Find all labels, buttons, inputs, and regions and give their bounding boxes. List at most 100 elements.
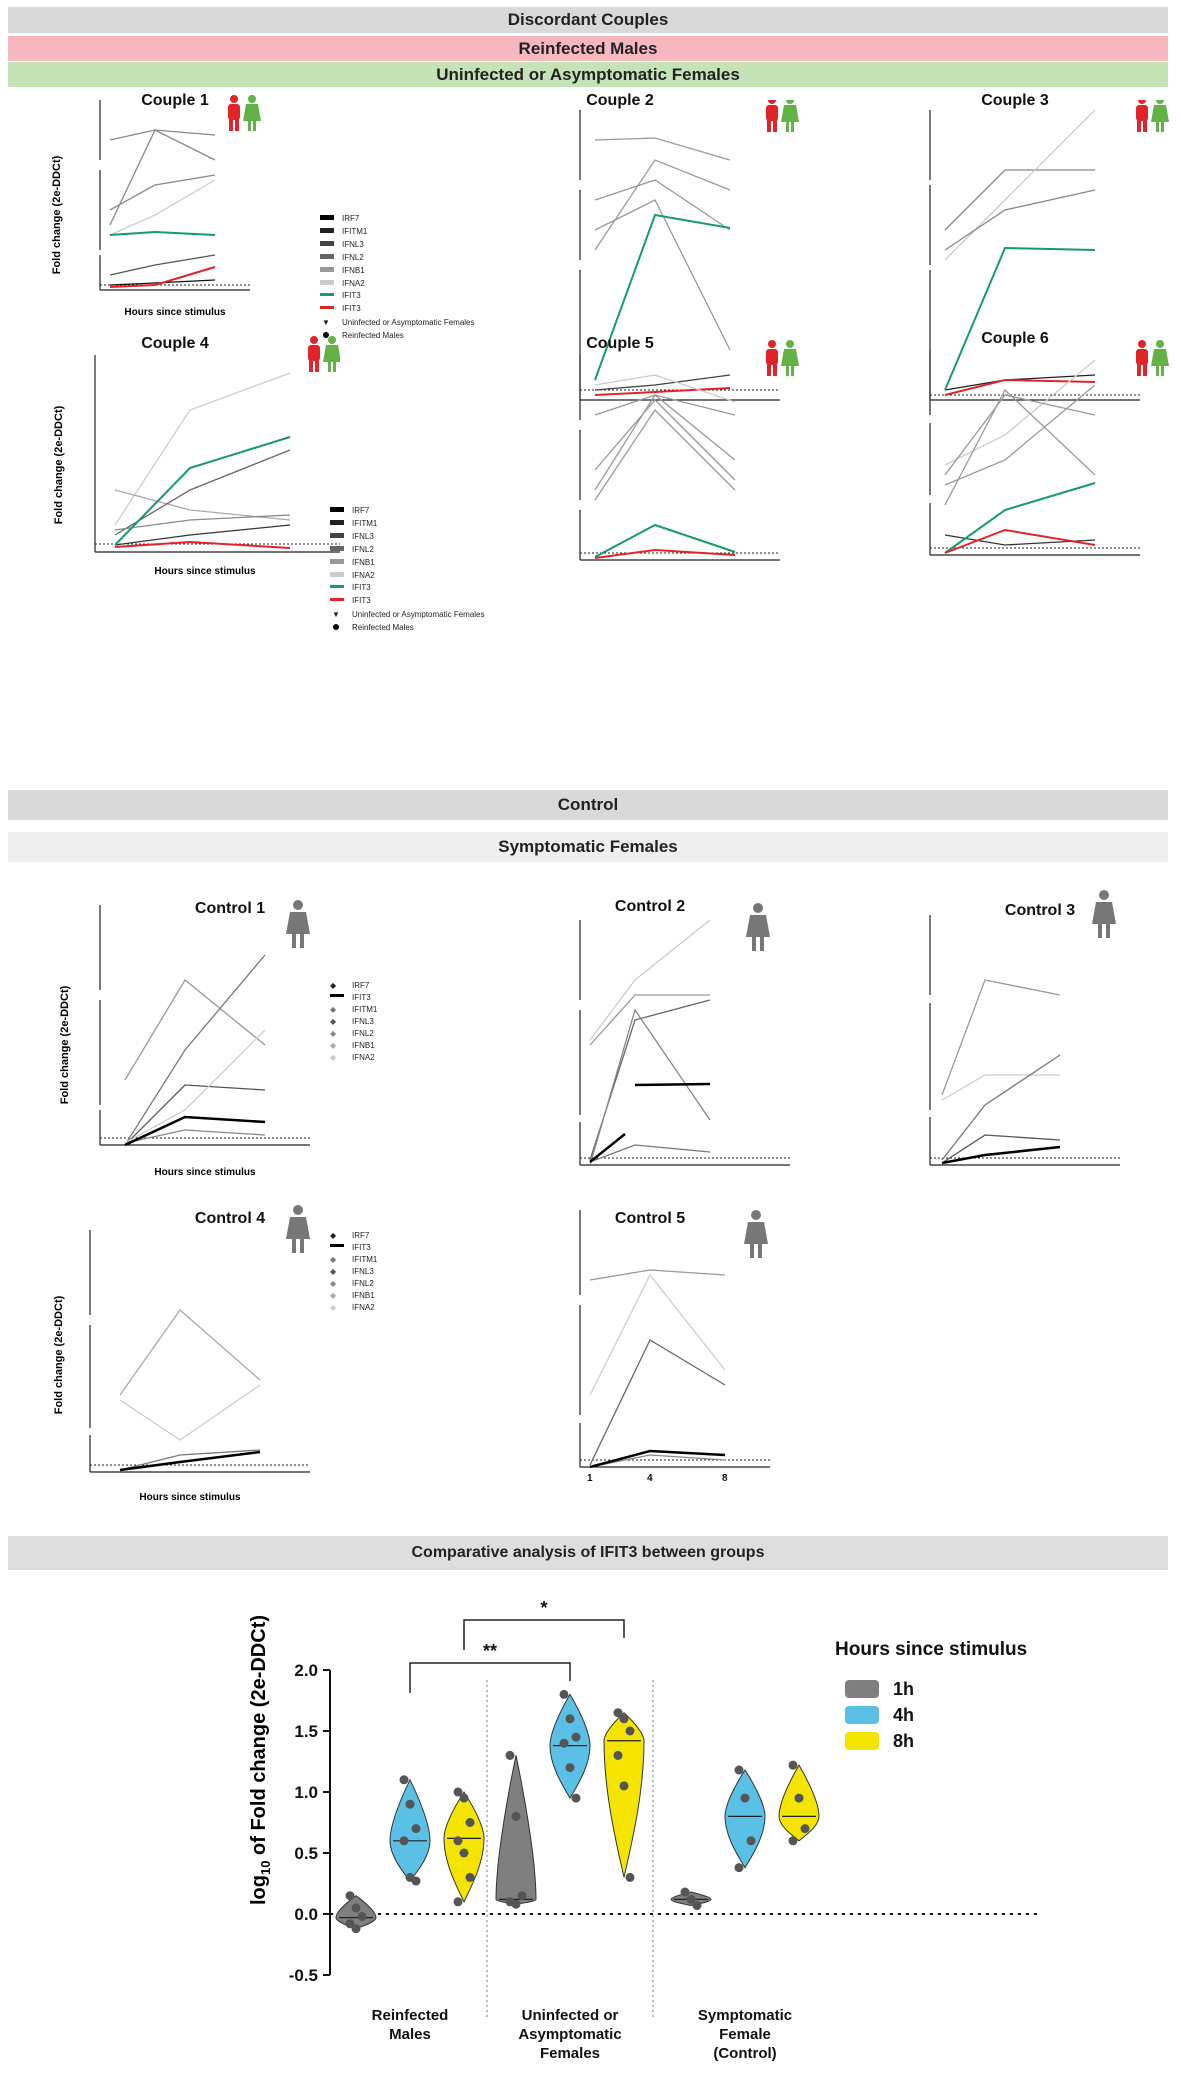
svg-text:◆: ◆ [330,1303,337,1312]
y-tick-label: -0.5 [289,1966,318,1985]
svg-text:IFIT3: IFIT3 [352,1243,371,1252]
ifit3-male-line [944,378,1096,396]
legend-label: 4h [893,1705,914,1725]
svg-text:IFNB1: IFNB1 [352,1291,375,1300]
control-1-chart: Fold change (2e-DDCt) Hours since stimul… [59,900,310,1178]
couple-2-title: Couple 2 [586,92,654,109]
x-tick-4: 4 [647,1473,653,1484]
significance-label: * [540,1598,547,1618]
svg-text:IFNB1: IFNB1 [342,266,365,275]
couple-6-title: Couple 6 [981,330,1049,347]
group-label: Reinfected [372,2007,449,2024]
ifit3-male-line [944,528,1096,554]
legend-swatch-1h [845,1680,879,1698]
violin-point [734,1863,744,1873]
legend-label: 1h [893,1679,914,1699]
couple-1-title: Couple 1 [141,92,209,109]
female-person-icon [746,903,770,951]
violin-point [565,1714,575,1724]
couple-pair-icon [766,100,799,132]
svg-text:IFNL3: IFNL3 [342,240,364,249]
band-comparative-analysis: Comparative analysis of IFIT3 between gr… [8,1536,1168,1570]
violin-point [559,1738,569,1748]
violin-point [453,1787,463,1797]
svg-text:IFNL3: IFNL3 [352,1017,374,1026]
svg-text:IRF7: IRF7 [352,1231,370,1240]
couple-4-chart: Fold change (2e-DDCt) Hours since stimul… [53,336,340,577]
group-label: Uninfected or [522,2007,619,2024]
violin-point [571,1793,581,1803]
violin-point [788,1836,798,1846]
violin-point [357,1911,367,1921]
svg-text:IFIT3: IFIT3 [352,583,371,592]
couple-5-title: Couple 5 [586,335,654,352]
control-3-chart [929,890,1120,1166]
ifit3-male-line [594,387,731,396]
band-reinfected-males: Reinfected Males [8,36,1168,61]
violin-point [345,1891,355,1901]
ifit3-line [124,1115,266,1147]
violin-plot-area: *** [330,1598,1040,2020]
violin-y-label: log10 of Fold change (2e-DDCt) [248,1615,273,1905]
violin-point [613,1708,623,1718]
band-discordant-couples: Discordant Couples [8,7,1168,33]
female-person-icon [744,1210,768,1258]
violin-point [692,1900,702,1910]
significance-bracket [463,1619,625,1650]
violin-8h [778,1764,820,1842]
ifit3-female-line [944,482,1096,554]
svg-text:IRF7: IRF7 [352,981,370,990]
violin-point [788,1760,798,1770]
control-2-chart [579,903,790,1166]
significance-label: ** [483,1641,497,1661]
svg-text:IFNA2: IFNA2 [342,279,365,288]
ifit3-line [941,1145,1061,1165]
legend-swatch-8h [845,1732,879,1750]
couple-6-chart [929,340,1169,556]
violin-point [613,1750,623,1760]
svg-text:IFNB1: IFNB1 [352,558,375,567]
control-5-chart: 1 4 8 [579,1210,770,1484]
violin-point [794,1793,804,1803]
ifit3-female-line [114,436,291,546]
svg-text:IFNA2: IFNA2 [352,571,375,580]
violin-point [453,1836,463,1846]
violin-point [680,1887,690,1897]
svg-text:◆: ◆ [330,1017,337,1026]
y-tick-label: 1.0 [294,1783,318,1802]
x-axis-label: Hours since stimulus [154,566,256,577]
violin-point [351,1903,361,1913]
violin-point [511,1899,521,1909]
violin-point [686,1894,696,1904]
ifit3-female-line [594,213,731,381]
couple-pair-icon [1136,340,1169,376]
violin-4h [389,1778,431,1882]
legend-a-2: IRF7 IFITM1 IFNL3 IFNL2 IFNB1 IFNA2 IFIT… [330,506,485,632]
violin-point [559,1689,569,1699]
violin-point [625,1872,635,1882]
couple-4-title: Couple 4 [141,335,209,352]
couple-3-chart [929,100,1169,401]
violin-y-axis: -0.5 0.0 0.5 1.0 1.5 2.0 [289,1661,331,1985]
y-tick-label: 0.0 [294,1905,318,1924]
group-label: Symptomatic [698,2007,792,2024]
couple-3-title: Couple 3 [981,92,1049,109]
violin-point [351,1924,361,1934]
group-label: (Control) [713,2045,776,2062]
svg-text:IFNL2: IFNL2 [352,545,374,554]
svg-text:IRF7: IRF7 [352,506,370,515]
ifit3-female-line [944,246,1096,391]
control-4-title: Control 4 [194,1210,266,1227]
svg-text:IFNL3: IFNL3 [352,532,374,541]
svg-text:IFNL2: IFNL2 [352,1279,374,1288]
svg-text:◆: ◆ [330,1279,337,1288]
violin-point [511,1811,521,1821]
control-2-title: Control 2 [614,898,686,915]
couple-pair-icon [308,336,340,372]
violin-8h [443,1791,485,1903]
violin-point [459,1793,469,1803]
couple-pair-icon [1136,100,1169,132]
y-axis-label: Fold change (2e-DDCt) [53,405,65,524]
svg-text:Uninfected or Asymptomatic Fem: Uninfected or Asymptomatic Females [342,318,475,327]
ifit3-male-line [114,540,291,549]
